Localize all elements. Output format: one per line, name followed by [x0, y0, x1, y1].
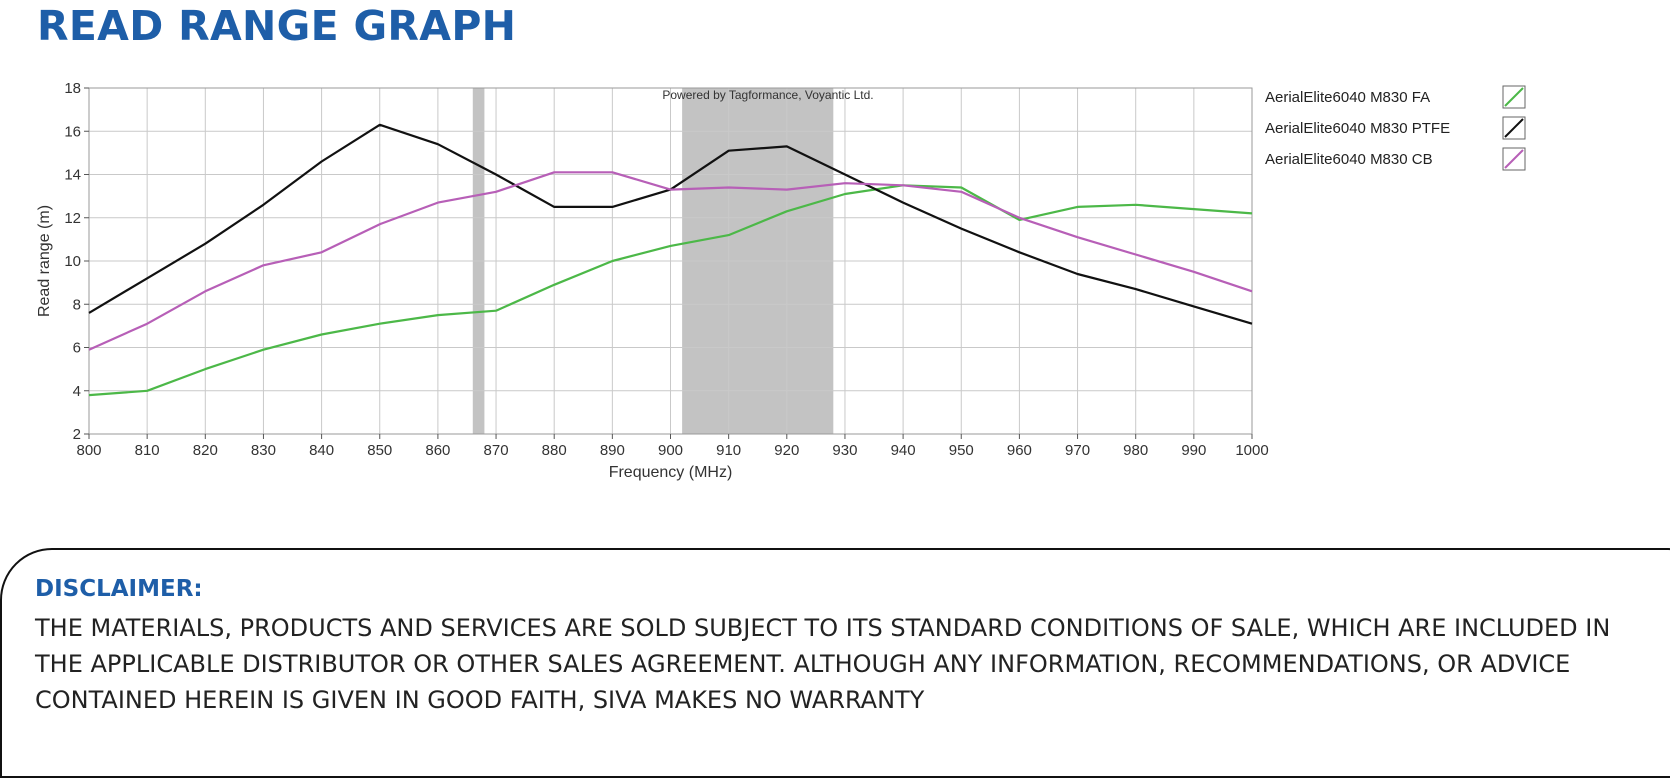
page-title: READ RANGE GRAPH [37, 2, 517, 50]
legend-swatch-line-3 [1504, 149, 1524, 169]
x-tick-label: 870 [484, 442, 509, 459]
x-tick-label: 910 [716, 442, 741, 459]
disclaimer-title: DISCLAIMER: [35, 576, 203, 602]
x-tick-label: 940 [891, 442, 916, 459]
series-line-1 [88, 184, 1253, 397]
y-tick-label: 16 [64, 123, 81, 140]
x-tick-label: 890 [600, 442, 625, 459]
x-tick-label: 960 [1007, 442, 1032, 459]
x-tick-label: 900 [658, 442, 683, 459]
x-tick-label: 930 [832, 442, 857, 459]
x-axis-label: Frequency (MHz) [609, 464, 733, 481]
legend-swatch-line-2 [1504, 118, 1524, 138]
x-tick-label: 840 [309, 442, 334, 459]
y-tick-label: 14 [64, 167, 81, 184]
x-tick-label: 920 [774, 442, 799, 459]
y-tick-label: 18 [64, 80, 81, 97]
legend-swatch-line-1 [1504, 87, 1524, 107]
x-tick-label: 950 [949, 442, 974, 459]
x-tick-label: 990 [1181, 442, 1206, 459]
y-axis-label: Read range (m) [36, 205, 53, 317]
legend-entry-1: AerialElite6040 M830 FA [1265, 89, 1430, 106]
legend-entry-2: AerialElite6040 M830 PTFE [1265, 120, 1450, 137]
y-tick-label: 12 [64, 210, 81, 227]
chart-watermark: Powered by Tagformance, Voyantic Ltd. [662, 88, 873, 102]
legend-entry-3: AerialElite6040 M830 CB [1265, 151, 1433, 168]
y-tick-label: 4 [73, 383, 81, 400]
x-tick-label: 860 [425, 442, 450, 459]
read-range-chart: 800 810 820 830 840 850 860 870 880 890 900 910 920 9… [36, 80, 1526, 481]
y-tick-label: 10 [64, 253, 81, 270]
x-tick-label: 820 [193, 442, 218, 459]
x-tick-label: 810 [135, 442, 160, 459]
x-tick-label: 800 [76, 442, 101, 459]
disclaimer-text: THE MATERIALS, PRODUCTS AND SERVICES ARE… [35, 614, 1611, 714]
x-tick-label: 880 [542, 442, 567, 459]
y-tick-label: 8 [73, 296, 81, 313]
y-tick-label: 6 [73, 340, 81, 357]
x-tick-label: 830 [251, 442, 276, 459]
series-line-3 [88, 171, 1253, 351]
x-tick-label: 980 [1123, 442, 1148, 459]
y-tick-label: 2 [73, 426, 81, 443]
x-tick-label: 1000 [1235, 442, 1268, 459]
x-tick-label: 850 [367, 442, 392, 459]
x-tick-label: 970 [1065, 442, 1090, 459]
